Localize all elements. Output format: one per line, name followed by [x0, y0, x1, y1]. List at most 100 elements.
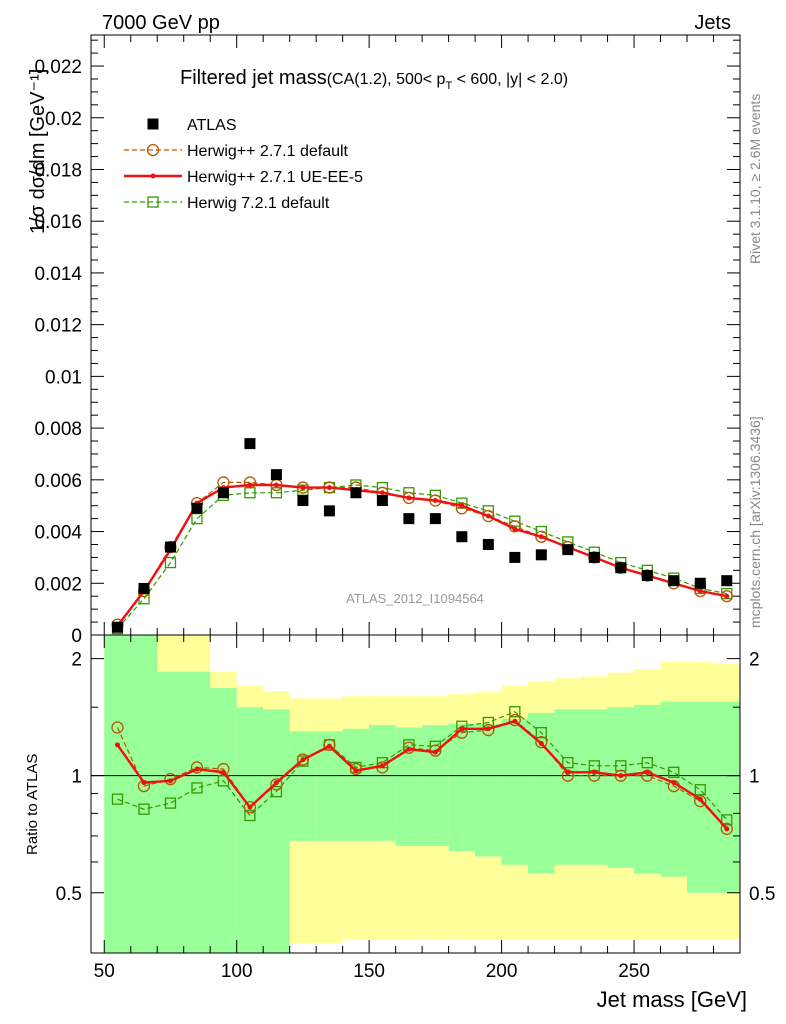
ratio-point-herwig-2-7-1-ue-ee-5	[167, 778, 173, 784]
title-sub-c: < 600, |y| < 2.0)	[452, 71, 568, 88]
y-tick-label: 0.02	[45, 109, 82, 130]
uncertainty-band-stat-bin	[501, 718, 529, 865]
uncertainty-band-stat-bin	[713, 701, 740, 893]
ratio-point-herwig-2-7-1-ue-ee-5	[326, 743, 332, 749]
point-atlas	[721, 575, 733, 587]
point-atlas	[403, 513, 415, 525]
x-tick-label: 100	[221, 961, 253, 982]
ratio-point-herwig-7-2-1-default	[270, 785, 283, 798]
ratio-point-herwig-2-7-1-ue-ee-5	[194, 766, 200, 772]
ratio-y-tick-label: 1	[71, 767, 82, 788]
uncertainty-band-stat-bin	[607, 707, 635, 868]
point-atlas	[482, 538, 494, 550]
point-herwig-2-7-1-ue-ee-5	[485, 513, 491, 519]
point-atlas	[535, 549, 547, 561]
rivet-label: Rivet 3.1.10, ≥ 2.6M events	[747, 94, 763, 264]
x-tick-label: 50	[94, 961, 115, 982]
ratio-point-herwig-2-7-1-ue-ee-5	[485, 726, 491, 732]
ratio-point-herwig-2-7-1-default	[323, 738, 336, 752]
point-atlas	[641, 570, 653, 582]
legend-label-atlas: ATLAS	[187, 117, 237, 134]
main-series	[111, 438, 733, 635]
ratio-line-herwig-2-7-1-ue-ee-5	[116, 719, 728, 830]
ratio-point-herwig-2-7-1-default	[508, 713, 521, 727]
ratio-point-herwig-2-7-1-default	[720, 822, 733, 835]
ratio-point-herwig-7-2-1-default	[509, 706, 521, 718]
ratio-point-herwig-2-7-1-ue-ee-5	[273, 780, 279, 786]
point-atlas	[111, 621, 123, 633]
legend-marker-atlas	[147, 118, 159, 130]
ratio-point-herwig-2-7-1-ue-ee-5	[512, 718, 518, 724]
ratio-point-herwig-2-7-1-ue-ee-5	[459, 726, 465, 732]
point-herwig-2-7-1-ue-ee-5	[724, 593, 730, 599]
ratio-point-herwig-7-2-1-default	[668, 766, 680, 778]
ratio-point-herwig-2-7-1-default	[111, 721, 124, 734]
point-herwig-2-7-1-default	[243, 476, 257, 489]
ratio-point-herwig-2-7-1-ue-ee-5	[406, 746, 412, 752]
ratio-point-herwig-2-7-1-ue-ee-5	[565, 769, 571, 775]
header-left: 7000 GeV pp	[102, 12, 220, 34]
ratio-axes: 0.5 0.51 12 250 100 150 200 250	[56, 635, 775, 982]
series-line-herwig-7-2-1-default	[117, 484, 727, 629]
point-herwig-7-2-1-default	[270, 487, 283, 499]
point-herwig-2-7-1-default	[482, 509, 495, 523]
point-atlas	[138, 582, 150, 594]
ratio-panel: 0.5 0.51 12 250 100 150 200 250 Ratio to ATLAS …	[24, 634, 775, 1012]
point-atlas	[244, 438, 256, 450]
point-herwig-2-7-1-ue-ee-5	[379, 490, 385, 496]
uncertainty-band-stat-bin	[395, 727, 423, 846]
title-sub-a: (CA(1.2), 500< p	[327, 71, 446, 88]
ratio-point-herwig-2-7-1-default	[270, 778, 283, 791]
point-atlas	[694, 577, 706, 589]
uncertainty-band-stat-bin	[554, 709, 582, 865]
point-herwig-2-7-1-ue-ee-5	[697, 588, 703, 594]
legend-marker-herwig-7-2-1-default	[147, 196, 159, 208]
point-herwig-2-7-1-default	[535, 530, 548, 543]
ratio-point-herwig-7-2-1-default	[191, 782, 203, 794]
y-tick-label: 0.012	[34, 316, 82, 337]
ratio-point-herwig-2-7-1-ue-ee-5	[697, 796, 703, 802]
ratio-point-herwig-2-7-1-ue-ee-5	[538, 740, 544, 746]
y-tick-label: 0.01	[45, 367, 82, 388]
point-atlas	[217, 487, 229, 499]
ratio-point-herwig-2-7-1-default	[535, 735, 548, 749]
ratio-point-herwig-7-2-1-default	[562, 757, 574, 769]
uncertainty-band-stat-bin	[236, 707, 264, 953]
point-atlas	[562, 544, 574, 556]
ratio-frame	[90, 634, 741, 954]
point-atlas	[668, 575, 680, 587]
legend-label-herwig-7-2-1-default: Herwig 7.2.1 default	[187, 195, 330, 212]
uncertainty-band-stat-bin	[528, 712, 555, 874]
point-atlas	[270, 469, 282, 481]
point-herwig-7-2-1-default	[164, 556, 177, 569]
legend-marker-herwig-2-7-1-ue-ee-5	[150, 173, 156, 179]
ratio-series	[111, 706, 733, 835]
x-tick-label: 200	[486, 961, 518, 982]
main-y-axis-label: 1/σ dσ/dm [GeV⁻¹]	[27, 69, 49, 234]
point-herwig-2-7-1-ue-ee-5	[300, 485, 306, 491]
header-right: Jets	[694, 12, 731, 34]
legend-marker-herwig-2-7-1-default	[146, 143, 160, 157]
ratio-point-herwig-2-7-1-default	[190, 761, 204, 774]
ratio-point-herwig-2-7-1-ue-ee-5	[591, 769, 597, 775]
ratio-point-herwig-2-7-1-ue-ee-5	[353, 768, 359, 774]
point-atlas	[615, 562, 627, 574]
ratio-y-tick-label-right: 1	[749, 767, 760, 788]
uncertainty-band-stat-bin	[157, 671, 184, 953]
main-axes: 0 0.002 0.004 0.006 0.008 0.01 0.012 0.014 0.016…	[34, 35, 741, 647]
ratio-point-herwig-7-2-1-default	[164, 797, 177, 809]
uncertainty-band-stat-bin	[369, 724, 396, 841]
x-tick-label: 250	[618, 961, 650, 982]
uncertainty-band-stat-bin	[448, 723, 476, 852]
ratio-point-herwig-7-2-1-default	[535, 727, 547, 739]
point-atlas	[509, 551, 521, 563]
uncertainty-band-stat-bin	[634, 704, 661, 874]
ratio-point-herwig-7-2-1-default	[244, 809, 256, 822]
point-atlas	[191, 502, 203, 514]
ratio-point-herwig-7-2-1-default	[694, 784, 706, 796]
point-atlas	[323, 505, 335, 517]
watermark: ATLAS_2012_I1094564	[346, 591, 484, 606]
uncertainty-band-stat-bin	[475, 723, 502, 857]
point-herwig-2-7-1-ue-ee-5	[538, 534, 544, 540]
point-atlas	[164, 541, 176, 553]
